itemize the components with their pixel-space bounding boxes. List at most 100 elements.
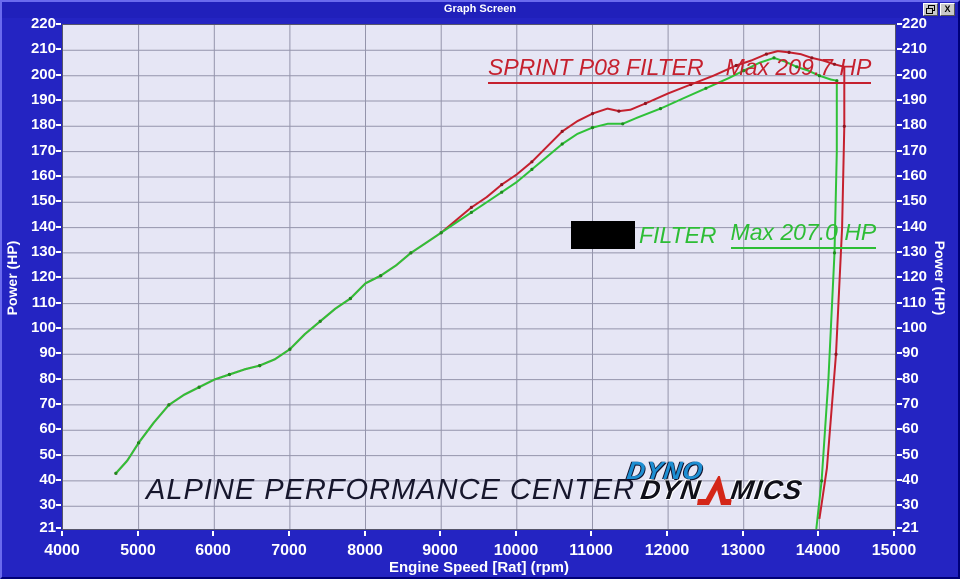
y-tick-mark-left bbox=[56, 124, 61, 126]
y-tick-label-left: 140 bbox=[30, 218, 56, 235]
curve-series1 bbox=[115, 50, 846, 520]
x-tick-mark bbox=[817, 531, 819, 536]
y-tick-mark-left bbox=[56, 504, 61, 506]
logo-dyn-part: DYN bbox=[638, 475, 704, 505]
x-tick-label: 7000 bbox=[271, 542, 307, 559]
data-point-marker bbox=[560, 129, 564, 133]
y-tick-mark-right bbox=[897, 428, 902, 430]
y-tick-mark-left bbox=[56, 479, 61, 481]
data-point-marker bbox=[114, 471, 118, 475]
y-tick-label-left: 210 bbox=[30, 40, 56, 57]
data-point-marker bbox=[318, 319, 322, 323]
y-tick-label-left: 220 bbox=[30, 15, 56, 32]
y-tick-mark-right bbox=[897, 175, 902, 177]
y-tick-label-right: 80 bbox=[902, 370, 919, 387]
y-tick-label-right: 220 bbox=[902, 15, 928, 32]
data-point-marker bbox=[590, 112, 595, 116]
y-tick-label-left: 180 bbox=[30, 116, 56, 133]
restore-button[interactable] bbox=[923, 3, 938, 16]
data-point-marker bbox=[764, 52, 769, 56]
y-tick-mark-right bbox=[897, 48, 902, 50]
y-tick-mark-right bbox=[897, 276, 902, 278]
y-tick-label-right: 150 bbox=[902, 192, 928, 209]
data-point-marker bbox=[795, 65, 799, 69]
x-axis-title: Engine Speed [Rat] (rpm) bbox=[388, 559, 569, 576]
x-tick-label: 4000 bbox=[44, 542, 80, 559]
data-point-marker bbox=[832, 62, 837, 66]
data-point-marker bbox=[137, 441, 141, 445]
x-tick-label: 5000 bbox=[120, 542, 156, 559]
legend-series1-name: SPRINT P08 FILTER bbox=[488, 54, 704, 80]
y-tick-mark-left bbox=[56, 403, 61, 405]
y-tick-mark-right bbox=[897, 479, 902, 481]
data-point-marker bbox=[197, 385, 201, 389]
y-tick-label-right: 120 bbox=[902, 268, 928, 285]
x-tick-label: 6000 bbox=[195, 542, 231, 559]
y-tick-mark-right bbox=[897, 403, 902, 405]
y-tick-label-left: 70 bbox=[39, 395, 56, 412]
data-point-marker bbox=[500, 190, 504, 194]
x-tick-label: 15000 bbox=[871, 542, 917, 559]
y-tick-label-right: 21 bbox=[902, 519, 919, 536]
y-tick-mark-left bbox=[56, 428, 61, 430]
y-tick-mark-right bbox=[897, 527, 902, 529]
data-point-marker bbox=[842, 124, 846, 128]
y-tick-label-right: 130 bbox=[902, 243, 928, 260]
data-point-marker bbox=[227, 372, 231, 377]
y-tick-label-left: 160 bbox=[30, 167, 56, 184]
y-tick-label-right: 180 bbox=[902, 116, 928, 133]
y-tick-mark-left bbox=[56, 378, 61, 380]
x-tick-label: 11000 bbox=[569, 542, 613, 559]
data-point-marker bbox=[258, 364, 262, 368]
logo-swoosh-icon bbox=[696, 476, 732, 505]
watermark-text: ALPINE PERFORMANCE CENTER bbox=[146, 474, 636, 506]
data-point-marker bbox=[817, 74, 822, 78]
y-tick-label-left: 130 bbox=[30, 243, 56, 260]
legend-series1-max: Max 209.7 HP bbox=[725, 54, 872, 80]
y-tick-label-left: 120 bbox=[30, 268, 56, 285]
y-tick-mark-right bbox=[897, 200, 902, 202]
x-tick-label: 13000 bbox=[720, 542, 766, 559]
data-point-marker bbox=[643, 101, 648, 106]
y-tick-label-left: 60 bbox=[39, 420, 56, 437]
y-tick-mark-right bbox=[897, 352, 902, 354]
y-tick-label-right: 160 bbox=[902, 167, 928, 184]
data-point-marker bbox=[835, 79, 839, 83]
restore-icon bbox=[926, 5, 935, 14]
y-tick-label-right: 190 bbox=[902, 91, 928, 108]
y-tick-mark-left bbox=[56, 175, 61, 177]
y-tick-mark-left bbox=[56, 276, 61, 278]
y-tick-label-left: 110 bbox=[31, 294, 56, 311]
data-point-marker bbox=[734, 63, 738, 68]
y-tick-mark-right bbox=[897, 124, 902, 126]
legend-series2-name: FILTER bbox=[639, 222, 717, 248]
y-tick-label-right: 30 bbox=[902, 496, 919, 513]
data-point-marker bbox=[409, 251, 413, 255]
curve-series2 bbox=[115, 56, 838, 529]
legend-series1: SPRINT P08 FILTER Max 209.7 HP bbox=[488, 54, 872, 84]
plot-area: SPRINT P08 FILTER Max 209.7 HP FILTER Max… bbox=[62, 24, 896, 530]
y-tick-mark-left bbox=[56, 48, 61, 50]
x-tick-mark bbox=[515, 531, 517, 536]
x-tick-label: 12000 bbox=[644, 542, 690, 559]
y-tick-mark-right bbox=[897, 454, 902, 456]
x-tick-mark bbox=[439, 531, 441, 536]
window-buttons: X bbox=[923, 3, 955, 16]
y-tick-mark-right bbox=[897, 327, 902, 329]
y-tick-mark-right bbox=[897, 99, 902, 101]
x-tick-mark bbox=[364, 531, 366, 536]
y-tick-label-right: 170 bbox=[902, 142, 928, 159]
data-point-marker bbox=[820, 479, 824, 483]
y-tick-mark-left bbox=[56, 226, 61, 228]
data-point-marker bbox=[469, 210, 473, 214]
data-point-marker bbox=[834, 352, 838, 356]
logo-mics-part: MICS bbox=[728, 475, 805, 505]
close-button[interactable]: X bbox=[940, 3, 955, 16]
x-tick-label: 8000 bbox=[347, 542, 383, 559]
data-point-marker bbox=[167, 403, 171, 407]
y-tick-label-right: 100 bbox=[902, 319, 928, 336]
x-tick-mark bbox=[137, 531, 139, 536]
y-tick-label-left: 40 bbox=[39, 471, 56, 488]
y-tick-mark-left bbox=[56, 23, 61, 25]
